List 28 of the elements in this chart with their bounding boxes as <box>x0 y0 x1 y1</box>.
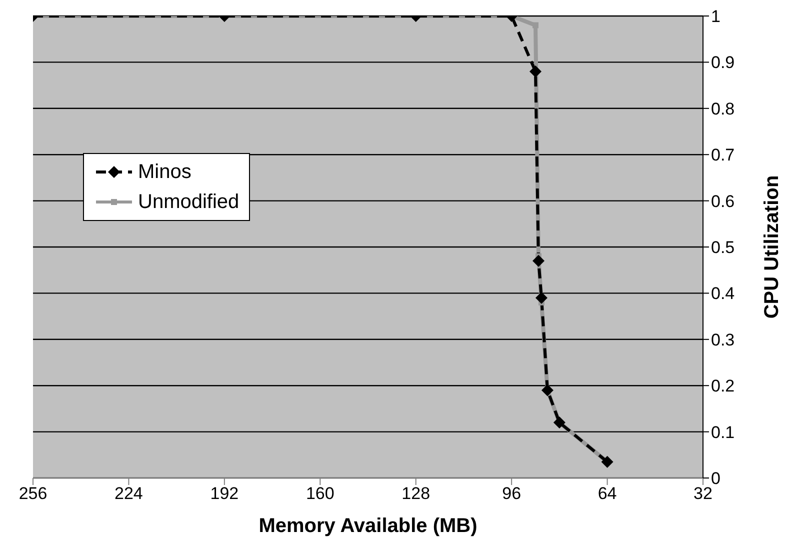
x-tick-label: 32 <box>694 484 712 504</box>
y-tick-label: 0.3 <box>711 330 735 350</box>
y-tick-label: 0.1 <box>711 422 735 442</box>
y-tick-label: 0.6 <box>711 192 735 211</box>
point <box>541 384 554 396</box>
y-tick-label: 0.2 <box>711 376 735 396</box>
y-tick-label: 0.9 <box>711 53 735 72</box>
x-tick-label: 256 <box>18 484 48 504</box>
y-tick-label: 0.4 <box>711 284 735 304</box>
point <box>601 456 614 468</box>
point <box>532 254 544 267</box>
legend-label: Unmodified <box>138 190 240 215</box>
y-axis-title: CPU Utilization <box>761 175 784 319</box>
x-tick-label: 160 <box>306 484 334 504</box>
x-tick-label: 224 <box>114 484 143 504</box>
point <box>553 416 566 429</box>
y-tick-label: 0.5 <box>711 238 735 258</box>
legend-label: Minos <box>138 160 192 185</box>
x-tick-label: 64 <box>598 484 617 504</box>
x-tick-label: 128 <box>402 484 430 504</box>
point <box>535 292 548 304</box>
y-tick-label: 0.7 <box>711 146 735 165</box>
y-tick-label: 1 <box>711 7 720 26</box>
x-axis-title: Memory Available (MB) <box>258 515 478 537</box>
x-tick-label: 192 <box>210 484 239 504</box>
y-tick-label: 0.8 <box>711 99 735 118</box>
x-tick-label: 96 <box>502 484 522 504</box>
y-tick-label: 0 <box>711 469 720 488</box>
